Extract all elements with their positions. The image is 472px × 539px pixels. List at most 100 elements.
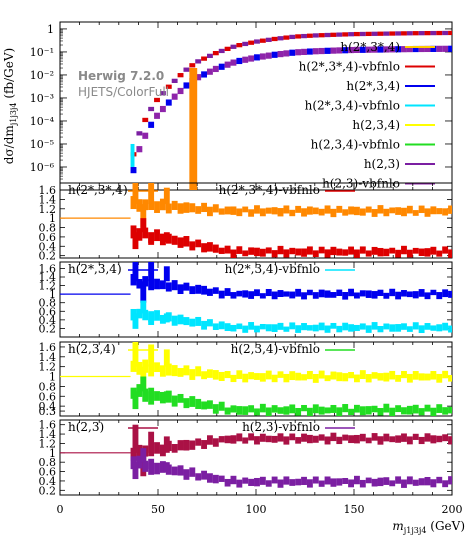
main-bin-upper bbox=[177, 73, 184, 78]
ratio-bar-numerator bbox=[365, 437, 372, 444]
ratio-bar-denominator bbox=[265, 407, 272, 416]
ratio-bar-numerator bbox=[283, 436, 290, 445]
ratio-spike bbox=[140, 448, 147, 463]
ratio-bar-denominator bbox=[289, 247, 296, 255]
ratio-bar-denominator bbox=[401, 245, 407, 255]
ratio-bar-denominator bbox=[318, 480, 325, 487]
ratio-bar-denominator bbox=[295, 407, 302, 416]
ratio-bar-numerator bbox=[248, 433, 255, 441]
ratio-spike bbox=[148, 183, 155, 205]
ratio-bar-numerator bbox=[277, 208, 284, 217]
ratio-bar-denominator bbox=[401, 407, 407, 415]
main-bin-upper bbox=[289, 34, 296, 40]
ratio-bar-numerator bbox=[271, 435, 278, 443]
ratio-bar-numerator bbox=[148, 199, 155, 210]
ratio-y-tick-label: 1 bbox=[49, 447, 56, 460]
ratio-bar-denominator bbox=[265, 247, 272, 254]
main-bin-upper bbox=[354, 31, 360, 37]
ratio-bar-denominator bbox=[136, 308, 143, 319]
ratio-bar-numerator bbox=[324, 375, 331, 382]
ratio-bar-denominator bbox=[171, 235, 178, 245]
ratio-bar-numerator bbox=[312, 435, 319, 443]
ratio-bar-denominator bbox=[448, 406, 452, 414]
ratio-spike bbox=[163, 313, 170, 323]
ratio-bar-numerator bbox=[277, 371, 284, 378]
legend-label: h(2*,3,4)-vbfnlo bbox=[305, 99, 400, 113]
ratio-bar-numerator bbox=[295, 437, 302, 444]
main-bin-upper bbox=[418, 31, 425, 36]
x-tick-label: 0 bbox=[57, 503, 64, 516]
ratio-spike bbox=[148, 462, 155, 475]
ratio-bar-denominator bbox=[265, 324, 272, 332]
ratio-bar-numerator bbox=[230, 435, 237, 444]
ratio-bar-denominator bbox=[183, 317, 190, 326]
main-bin-lower bbox=[183, 82, 190, 89]
ratio-bar-numerator bbox=[165, 282, 172, 292]
ratio-bar-numerator bbox=[401, 290, 407, 297]
ratio-bar-denominator bbox=[195, 473, 202, 481]
ratio-bar-numerator bbox=[136, 199, 143, 212]
x-tick-label: 150 bbox=[344, 503, 365, 516]
main-bin-lower bbox=[436, 45, 443, 52]
ratio-y-tick-label: 1 bbox=[49, 288, 56, 301]
ratio-bar-numerator bbox=[418, 289, 425, 297]
x-tick-label: 200 bbox=[442, 503, 463, 516]
ratio-denominator-label: h(2*,3*,4)-vbfnlo bbox=[219, 183, 320, 197]
ratio-spike bbox=[163, 232, 170, 243]
ratio-numerator-label: h(2,3) bbox=[68, 420, 104, 434]
ratio-spike bbox=[132, 391, 139, 410]
ratio-y-tick-label: 1.4 bbox=[39, 193, 57, 206]
ratio-bar-numerator bbox=[436, 208, 443, 215]
ratio-bar-numerator bbox=[230, 292, 237, 299]
ratio-bar-numerator bbox=[430, 289, 437, 296]
ratio-bar-denominator bbox=[159, 314, 166, 324]
main-y-axis-label: dσ/dmj1j3j4 (fb/GeV) bbox=[2, 48, 18, 164]
main-bin-upper bbox=[342, 32, 349, 37]
ratio-bar-numerator bbox=[207, 369, 213, 378]
main-bin-lower bbox=[336, 47, 343, 54]
ratio-spike bbox=[163, 187, 170, 205]
ratio-spike bbox=[132, 262, 139, 282]
ratio-bar-denominator bbox=[330, 478, 337, 487]
ratio-bar-denominator bbox=[377, 247, 384, 257]
ratio-bar-numerator bbox=[277, 290, 284, 298]
ratio-bar-denominator bbox=[218, 321, 225, 330]
ratio-bar-numerator bbox=[306, 434, 313, 444]
main-bin-upper bbox=[265, 37, 272, 42]
ratio-bar-numerator bbox=[154, 362, 160, 373]
ratio-bar-numerator bbox=[289, 433, 296, 441]
main-bin-lower bbox=[312, 48, 319, 55]
ratio-bar-denominator bbox=[424, 476, 431, 486]
ratio-bar-denominator bbox=[342, 477, 349, 484]
main-y-tick-label: 10⁻¹ bbox=[30, 46, 54, 59]
ratio-bar-denominator bbox=[324, 476, 331, 485]
ratio-bar-numerator bbox=[189, 369, 196, 380]
ratio-bar-denominator bbox=[336, 325, 343, 333]
ratio-bar-denominator bbox=[359, 323, 366, 330]
ratio-bar-denominator bbox=[395, 405, 402, 413]
main-bin-upper bbox=[159, 91, 166, 96]
ratio-y-tick-label: 0.4 bbox=[39, 240, 57, 253]
ratio-bar-denominator bbox=[430, 407, 437, 416]
ratio-bar-denominator bbox=[318, 246, 325, 254]
ratio-y-tick-label: 1.2 bbox=[39, 280, 57, 293]
ratio-bar-numerator bbox=[171, 200, 178, 210]
ratio-bar-numerator bbox=[289, 291, 296, 299]
ratio-bar-denominator bbox=[183, 398, 190, 409]
main-bin-upper bbox=[318, 33, 325, 38]
ratio-bar-denominator bbox=[330, 322, 337, 329]
ratio-bar-denominator bbox=[154, 310, 160, 321]
ratio-bar-numerator bbox=[406, 205, 413, 214]
ratio-bar-numerator bbox=[365, 290, 372, 298]
ratio-bar-numerator bbox=[383, 433, 390, 442]
legend-label: h(2,3,4)-vbfnlo bbox=[311, 138, 400, 152]
ratio-bar-numerator bbox=[436, 373, 443, 383]
ratio-bar-denominator bbox=[201, 243, 207, 253]
main-bin-upper bbox=[306, 33, 313, 38]
main-bin-upper bbox=[401, 31, 407, 36]
ratio-bar-numerator bbox=[448, 375, 452, 382]
ratio-bar-denominator bbox=[301, 323, 307, 331]
main-bin-lower bbox=[201, 71, 207, 78]
ratio-bar-numerator bbox=[177, 440, 184, 451]
ratio-bar-denominator bbox=[236, 406, 243, 415]
